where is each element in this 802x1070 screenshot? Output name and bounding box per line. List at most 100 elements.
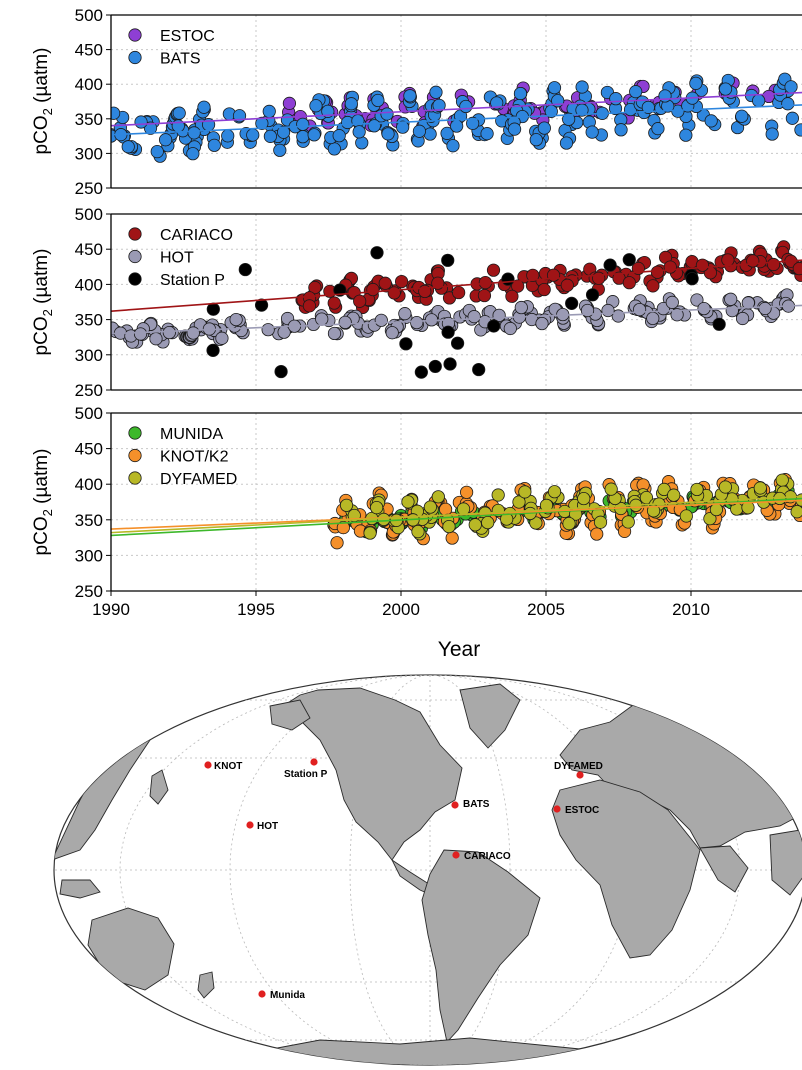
y-axis-p1: 250 300 350 400 450 500 [75,205,802,400]
data-point [282,96,297,110]
station-marker [452,851,460,859]
data-point [302,299,317,313]
ylabel-sub-p2: 2 [40,509,55,516]
data-point [703,512,717,526]
station-label: Station P [284,769,328,780]
data-point [330,536,344,550]
data-point [718,480,733,494]
data-point [363,526,377,540]
data-point [339,498,354,512]
legend-p2: MUNIDA KNOT/K2 DYFAMED [128,426,237,488]
data-point [505,289,519,303]
data-point [537,121,551,135]
data-point [466,116,480,130]
data-point [575,80,589,94]
data-point [308,280,322,295]
data-point [261,323,275,337]
station-label: CARIACO [464,851,511,862]
station-label: HOT [257,821,278,832]
data-point [575,103,589,117]
data-point [162,325,176,340]
legend-label: MUNIDA [160,426,223,443]
data-point [490,96,504,110]
data-point [431,490,445,504]
data-point [352,125,366,139]
data-point [446,139,460,153]
data-point [452,285,466,300]
data-point [501,272,515,286]
data-point [526,268,540,282]
x-axis-label: Year [438,638,480,661]
x-tick-label: 1995 [237,600,275,619]
y-tick-label: 500 [75,404,103,423]
data-point [766,257,781,272]
data-point [794,123,802,137]
y-tick-label: 300 [75,546,103,565]
data-point [338,315,352,329]
data-point [735,109,749,123]
trend-line [111,495,802,534]
station-marker [258,990,266,998]
data-point [187,126,201,140]
data-point [646,311,660,325]
data-point [450,336,465,350]
data-point [396,120,410,134]
y-axis-p0: 250 300 350 400 450 500 [75,6,802,198]
data-point [593,515,608,529]
data-point [262,104,276,118]
data-point [296,117,310,131]
data-point [254,298,269,312]
station-marker [310,758,318,766]
legend-label: ESTOC [160,28,215,45]
station-label: DYFAMED [554,761,603,772]
data-point [206,343,220,357]
data-point [429,85,443,99]
data-point [621,515,635,529]
data-point [307,128,321,142]
data-point [560,278,574,292]
data-point [487,319,501,333]
y-tick-label: 400 [75,275,103,294]
station-label: BATS [463,799,490,810]
land-new-zealand [197,971,215,999]
data-point [695,258,710,272]
data-point [197,100,211,114]
data-point [685,272,699,286]
land-india [699,845,749,893]
data-point [355,136,369,150]
data-point [753,481,767,495]
data-point [646,279,660,293]
y-tick-label: 450 [75,240,103,259]
data-point [735,311,750,326]
data-point [353,294,367,308]
trend-line [111,91,802,127]
x-tick-label: 2010 [672,600,710,619]
data-point [374,313,388,327]
y-axis-label-p2: pCO2 (µatm) [31,449,55,556]
data-point [327,326,342,341]
data-point [472,362,486,377]
data-point [622,253,636,267]
data-point [590,527,604,541]
y-axis-label-p1: pCO2 (µatm) [31,249,55,356]
land-right-edge [769,829,802,896]
ylabel-unit-p2: (µatm) [31,449,52,510]
trend-line [111,104,802,136]
data-point [663,260,677,274]
data-point [229,312,243,327]
data-point [327,296,341,310]
y-tick-label: 250 [75,381,103,400]
data-point [276,125,291,139]
legend-marker [128,28,142,42]
ylabel-unit-p1: (µatm) [31,249,52,310]
data-point [467,310,481,324]
plot-area-p2 [111,473,802,550]
y-axis-label-p0: pCO2 (µatm) [31,48,55,155]
data-point [507,122,522,136]
land-japan [149,769,169,805]
data-point [459,99,473,114]
station-marker [204,761,212,769]
data-point [614,123,628,137]
data-point [775,473,789,487]
data-point [709,502,724,517]
